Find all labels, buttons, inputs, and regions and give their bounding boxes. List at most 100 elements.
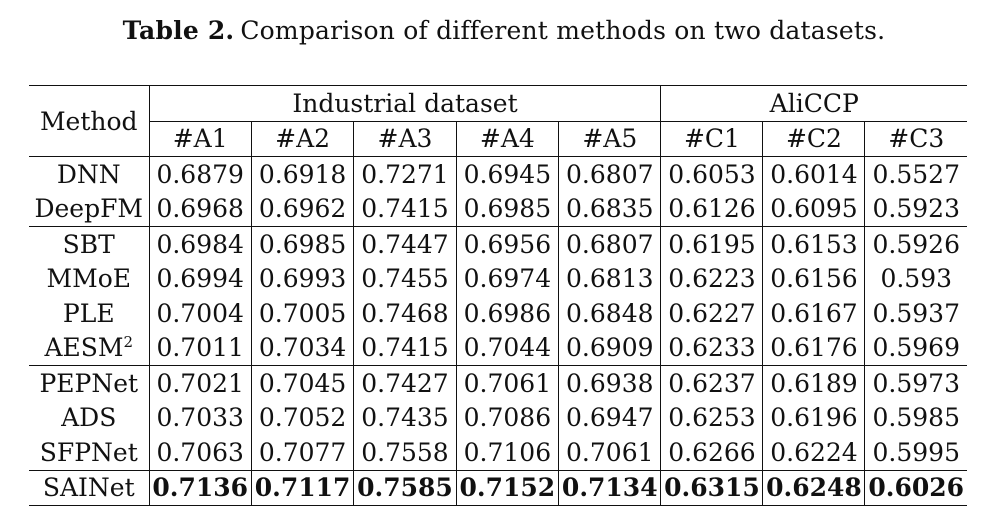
method-cell: SAINet bbox=[29, 469, 150, 506]
value-cell: 0.7021 bbox=[148, 365, 252, 401]
value-cell: 0.7011 bbox=[148, 330, 252, 366]
table-row: AESM2 0.7011 0.7034 0.7415 0.7044 0.6909 0.623… bbox=[29, 330, 967, 366]
value-cell: 0.7415 bbox=[353, 330, 457, 366]
col-header: #A1 bbox=[172, 124, 228, 154]
value-cell: 0.6223 bbox=[660, 261, 763, 296]
value-cell: 0.7063 bbox=[148, 435, 252, 470]
caption-text: Comparison of different methods on two d… bbox=[240, 16, 886, 45]
col-header: #C1 bbox=[660, 121, 763, 157]
value-cell: 0.6909 bbox=[558, 330, 661, 366]
value-cell: 0.6196 bbox=[762, 400, 865, 435]
table-row: DeepFM 0.6968 0.6962 0.7415 0.6985 0.6835 0.61… bbox=[29, 191, 967, 227]
value-cell: 0.6985 bbox=[455, 191, 559, 227]
value-cell: 0.6253 bbox=[660, 400, 763, 435]
value-cell: 0.6947 bbox=[558, 400, 661, 435]
value-cell: 0.6962 bbox=[250, 191, 354, 227]
table-row: SAINet 0.7136 0.7117 0.7585 0.7152 0.7134 0.63… bbox=[29, 469, 967, 506]
value-cell: 0.6266 bbox=[660, 435, 763, 470]
caption-label: Table 2. bbox=[122, 16, 235, 45]
value-cell: 0.6053 bbox=[660, 156, 763, 192]
value-cell: 0.6835 bbox=[558, 191, 661, 227]
value-cell: 0.7415 bbox=[353, 191, 457, 227]
method-superscript: 2 bbox=[123, 333, 134, 352]
method-cell: PLE bbox=[29, 296, 150, 331]
value-cell: 0.6879 bbox=[148, 156, 252, 192]
method-cell: DeepFM bbox=[29, 191, 150, 227]
method-name: MMoE bbox=[46, 264, 132, 294]
col-header: #C3 bbox=[864, 121, 967, 157]
value-cell: 0.6153 bbox=[762, 226, 865, 262]
group-header-aliccp: AliCCP bbox=[660, 85, 967, 122]
table-row: ADS 0.7033 0.7052 0.7435 0.7086 0.6947 0.6253 0… bbox=[29, 400, 967, 435]
value-cell: 0.7106 bbox=[455, 435, 559, 470]
col-header: #A3 bbox=[353, 121, 457, 157]
value-cell: 0.7061 bbox=[558, 435, 661, 470]
value-cell: 0.6984 bbox=[148, 226, 252, 262]
method-cell: SBT bbox=[29, 226, 150, 262]
method-cell: MMoE bbox=[29, 261, 150, 296]
value-cell: 0.593 bbox=[864, 261, 967, 296]
method-name: AESM bbox=[44, 333, 124, 363]
value-cell: 0.7117 bbox=[250, 469, 354, 506]
value-cell: 0.7447 bbox=[353, 226, 457, 262]
method-name: SFPNet bbox=[39, 437, 138, 467]
value-cell: 0.5995 bbox=[864, 435, 967, 470]
value-cell: 0.7152 bbox=[455, 469, 559, 506]
value-cell: 0.5926 bbox=[864, 226, 967, 262]
value-cell: 0.6227 bbox=[660, 296, 763, 331]
value-cell: 0.6956 bbox=[455, 226, 559, 262]
value-cell: 0.6986 bbox=[455, 296, 559, 331]
value-cell: 0.7034 bbox=[250, 330, 354, 366]
value-cell: 0.7455 bbox=[353, 261, 457, 296]
value-cell: 0.6167 bbox=[762, 296, 865, 331]
value-cell: 0.7271 bbox=[353, 156, 457, 192]
value-cell: 0.6176 bbox=[762, 330, 865, 366]
value-cell: 0.7044 bbox=[455, 330, 559, 366]
results-table: Method Industrial dataset AliCCP #A1 #A2… bbox=[29, 85, 967, 506]
value-cell: 0.5923 bbox=[864, 191, 967, 227]
value-cell: 0.7052 bbox=[250, 400, 354, 435]
col-header: #A4 bbox=[455, 121, 559, 157]
value-cell: 0.6095 bbox=[762, 191, 865, 227]
value-cell: 0.5527 bbox=[864, 156, 967, 192]
value-cell: 0.6994 bbox=[148, 261, 252, 296]
method-cell: AESM2 bbox=[29, 330, 150, 366]
table-row: SFPNet 0.7063 0.7077 0.7558 0.7106 0.7061 0.62… bbox=[29, 435, 967, 470]
value-cell: 0.7136 bbox=[148, 469, 252, 506]
table-row: PEPNet 0.7021 0.7045 0.7427 0.7061 0.6938 0.62… bbox=[29, 365, 967, 401]
value-cell: 0.6195 bbox=[660, 226, 763, 262]
table-row: PLE 0.7004 0.7005 0.7468 0.6986 0.6848 0.6227 0… bbox=[29, 296, 967, 331]
value-cell: 0.7033 bbox=[148, 400, 252, 435]
method-cell: DNN bbox=[29, 156, 150, 192]
value-cell: 0.7585 bbox=[353, 469, 457, 506]
table-row: MMoE 0.6994 0.6993 0.7455 0.6974 0.6813 0.6223… bbox=[29, 261, 967, 296]
value-cell: 0.7004 bbox=[148, 296, 252, 331]
value-cell: 0.6968 bbox=[148, 191, 252, 227]
value-cell: 0.7045 bbox=[250, 365, 354, 401]
value-cell: 0.7427 bbox=[353, 365, 457, 401]
value-cell: 0.7134 bbox=[558, 469, 661, 506]
method-name: ADS bbox=[61, 403, 117, 433]
value-cell: 0.6026 bbox=[864, 469, 967, 506]
value-cell: 0.6224 bbox=[762, 435, 865, 470]
table-row: DNN 0.6879 0.6918 0.7271 0.6945 0.6807 0.6053 0… bbox=[29, 156, 967, 192]
value-cell: 0.6156 bbox=[762, 261, 865, 296]
value-cell: 0.6918 bbox=[250, 156, 354, 192]
value-cell: 0.6938 bbox=[558, 365, 661, 401]
col-header: #A2 bbox=[250, 121, 354, 157]
value-cell: 0.7005 bbox=[250, 296, 354, 331]
method-cell: PEPNet bbox=[29, 365, 150, 401]
value-cell: 0.7086 bbox=[455, 400, 559, 435]
value-cell: 0.6993 bbox=[250, 261, 354, 296]
value-cell: 0.7061 bbox=[455, 365, 559, 401]
method-name: DNN bbox=[56, 159, 121, 189]
value-cell: 0.7468 bbox=[353, 296, 457, 331]
value-cell: 0.6974 bbox=[455, 261, 559, 296]
value-cell: 0.7435 bbox=[353, 400, 457, 435]
value-cell: 0.5969 bbox=[864, 330, 967, 366]
method-name: SAINet bbox=[42, 473, 135, 503]
method-cell: ADS bbox=[29, 400, 150, 435]
value-cell: 0.5985 bbox=[864, 400, 967, 435]
value-cell: 0.6189 bbox=[762, 365, 865, 401]
value-cell: 0.5937 bbox=[864, 296, 967, 331]
